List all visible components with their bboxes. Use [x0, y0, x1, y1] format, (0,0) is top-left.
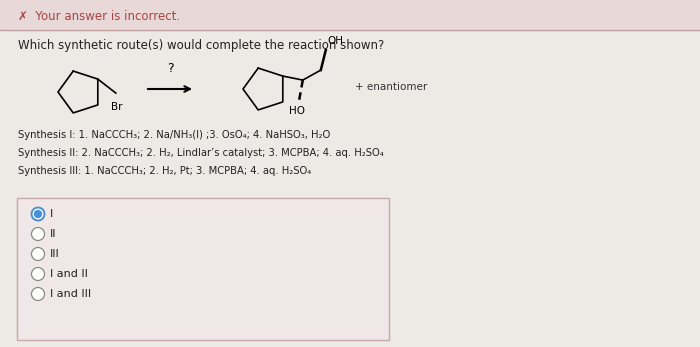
- Text: ?: ?: [167, 62, 174, 75]
- Circle shape: [32, 268, 45, 280]
- Bar: [0, 0, 700, 30]
- Text: I and II: I and II: [50, 269, 88, 279]
- Circle shape: [32, 208, 45, 220]
- Circle shape: [32, 247, 45, 261]
- Text: Synthesis I: 1. NaCCCH₃; 2. Na/NH₃(l) ;3. OsO₄; 4. NaHSO₃, H₂O: Synthesis I: 1. NaCCCH₃; 2. Na/NH₃(l) ;3…: [18, 130, 330, 140]
- Circle shape: [32, 288, 45, 301]
- Text: HO: HO: [289, 106, 304, 116]
- Text: ✗  Your answer is incorrect.: ✗ Your answer is incorrect.: [18, 9, 180, 23]
- Text: OH: OH: [328, 36, 344, 46]
- Text: Synthesis III: 1. NaCCCH₃; 2. H₂, Pt; 3. MCPBA; 4. aq. H₂SO₄: Synthesis III: 1. NaCCCH₃; 2. H₂, Pt; 3.…: [18, 166, 312, 176]
- Text: Br: Br: [111, 102, 122, 112]
- Text: III: III: [50, 249, 60, 259]
- Circle shape: [34, 211, 41, 218]
- FancyBboxPatch shape: [17, 198, 389, 340]
- Text: Synthesis II: 2. NaCCCH₃; 2. H₂, Lindlar’s catalyst; 3. MCPBA; 4. aq. H₂SO₄: Synthesis II: 2. NaCCCH₃; 2. H₂, Lindlar…: [18, 148, 384, 158]
- Text: Which synthetic route(s) would complete the reaction shown?: Which synthetic route(s) would complete …: [18, 39, 384, 51]
- Text: I: I: [50, 209, 53, 219]
- Text: II: II: [50, 229, 57, 239]
- Text: + enantiomer: + enantiomer: [355, 82, 427, 92]
- Text: I and III: I and III: [50, 289, 91, 299]
- Circle shape: [32, 228, 45, 240]
